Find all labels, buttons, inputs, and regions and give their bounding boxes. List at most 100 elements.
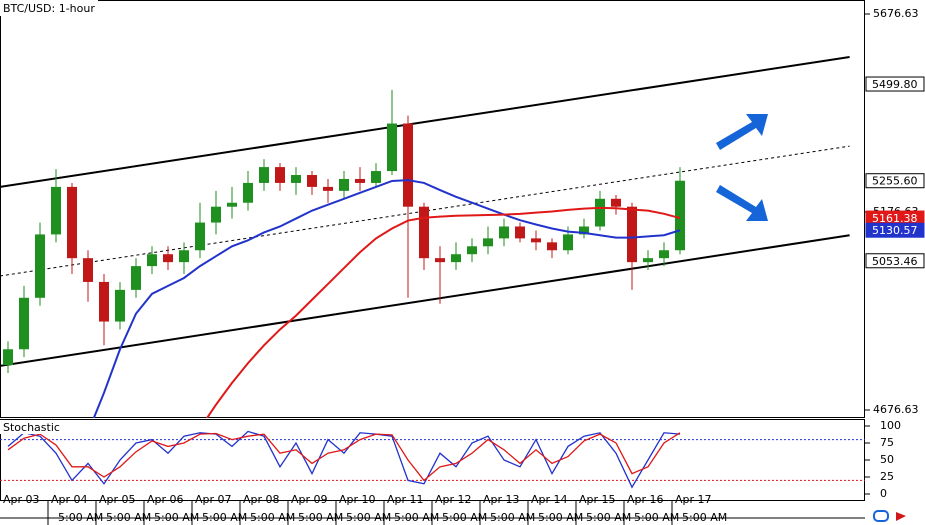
x-tick-label: Apr 13: [483, 493, 520, 506]
time-label: 5:00 AM: [346, 511, 391, 524]
candle-body: [595, 198, 605, 227]
time-label: 5:00 AM: [154, 511, 199, 524]
candle-body: [371, 171, 381, 183]
candle-body: [99, 281, 109, 322]
y-tick-label: 25: [880, 470, 894, 483]
candle-body: [451, 254, 461, 263]
price-badge: [865, 173, 925, 189]
candle-body: [195, 222, 205, 251]
candle-body: [499, 226, 509, 239]
x-tick-label: Apr 07: [195, 493, 232, 506]
title-bg: [0, 420, 58, 434]
candle-body: [243, 182, 253, 203]
candle-body: [563, 234, 573, 251]
channel-line: [0, 56, 850, 188]
x-tick-label: Apr 17: [675, 493, 712, 506]
y-tick-label: 100: [880, 419, 901, 432]
time-label: 5:00 AM: [490, 511, 535, 524]
x-tick-label: Apr 15: [579, 493, 616, 506]
time-label: 5:00 AM: [250, 511, 295, 524]
candle-body: [419, 206, 429, 259]
candle-body: [19, 297, 29, 350]
candle-body: [131, 266, 141, 290]
stochastic-plot: [0, 430, 865, 489]
x-tick-label: Apr 05: [99, 493, 136, 506]
candle-body: [355, 178, 365, 183]
candle-body: [403, 123, 413, 207]
price-badge: [865, 76, 925, 92]
y-tick-label: 5676.63: [873, 7, 919, 20]
price-badge-label: 5255.60: [872, 175, 918, 188]
arrow-down: [716, 185, 768, 221]
candle-body: [531, 238, 541, 243]
y-tick-label: 4676.63: [873, 403, 919, 416]
stochastic-line: [7, 430, 681, 489]
moving-average: [205, 206, 681, 418]
scroll-icon[interactable]: [896, 512, 906, 521]
price-badge-label: 5130.57: [872, 224, 918, 237]
channel-line: [0, 234, 850, 367]
candle-body: [435, 258, 445, 263]
stochastic-line: [7, 432, 681, 482]
x-tick-label: Apr 03: [3, 493, 40, 506]
time-label: 5:00 AM: [202, 511, 247, 524]
candle-body: [627, 206, 637, 263]
x-tick-label: Apr 09: [291, 493, 328, 506]
candle-body: [659, 250, 669, 259]
x-tick-label: Apr 06: [147, 493, 184, 506]
candle-body: [275, 167, 285, 183]
chart-title: BTC/USD: 1-hour: [3, 2, 95, 15]
candle-body: [259, 167, 269, 183]
price-plot: [0, 56, 850, 418]
candle-body: [323, 186, 333, 191]
candle-body: [291, 175, 301, 183]
candle-body: [579, 226, 589, 235]
stochastic-title: Stochastic: [3, 421, 60, 434]
time-label: 5:00 AM: [58, 511, 103, 524]
candle-body: [3, 349, 13, 366]
time-label: 5:00 AM: [634, 511, 679, 524]
candle-body: [307, 175, 317, 187]
stochastic-panel: [0, 419, 865, 501]
candle-body: [515, 226, 525, 239]
toolbar-icons[interactable]: [873, 510, 906, 522]
candle-body: [83, 258, 93, 282]
link-icon[interactable]: [873, 510, 889, 522]
y-tick-label: 0: [880, 487, 887, 500]
price-badge-label: 5053.46: [872, 255, 918, 268]
arrow-up: [716, 114, 768, 150]
x-tick-label: Apr 12: [435, 493, 472, 506]
candle-body: [611, 198, 621, 207]
time-label: 5:00 AM: [394, 511, 439, 524]
channel-line: [0, 145, 850, 277]
candle-body: [547, 242, 557, 251]
candle-body: [483, 238, 493, 247]
x-tick-label: Apr 10: [339, 493, 376, 506]
price-badge-label: 5161.38: [872, 212, 918, 225]
time-label: 5:00 AM: [586, 511, 631, 524]
title-bg: [0, 0, 98, 16]
axes: 5676.635176.634676.6310075502505499.8052…: [3, 7, 925, 525]
candle-body: [51, 186, 61, 235]
candle-body: [147, 254, 157, 267]
candle-body: [675, 180, 685, 251]
candle-body: [643, 258, 653, 263]
x-tick-label: Apr 11: [387, 493, 424, 506]
x-tick-label: Apr 14: [531, 493, 568, 506]
candle-body: [115, 289, 125, 322]
x-tick-label: Apr 16: [627, 493, 664, 506]
y-tick-label: 50: [880, 453, 894, 466]
time-label: 5:00 AM: [298, 511, 343, 524]
time-label: 5:00 AM: [442, 511, 487, 524]
time-label: 5:00 AM: [538, 511, 583, 524]
candle-body: [467, 246, 477, 255]
time-label: 5:00 AM: [682, 511, 727, 524]
time-label: 5:00 AM: [106, 511, 151, 524]
price-badge: [865, 222, 925, 238]
x-tick-label: Apr 04: [51, 493, 88, 506]
x-tick-label: Apr 08: [243, 493, 280, 506]
candle-body: [67, 186, 77, 259]
candle-body: [387, 123, 397, 172]
price-badge-label: 5499.80: [872, 78, 918, 91]
